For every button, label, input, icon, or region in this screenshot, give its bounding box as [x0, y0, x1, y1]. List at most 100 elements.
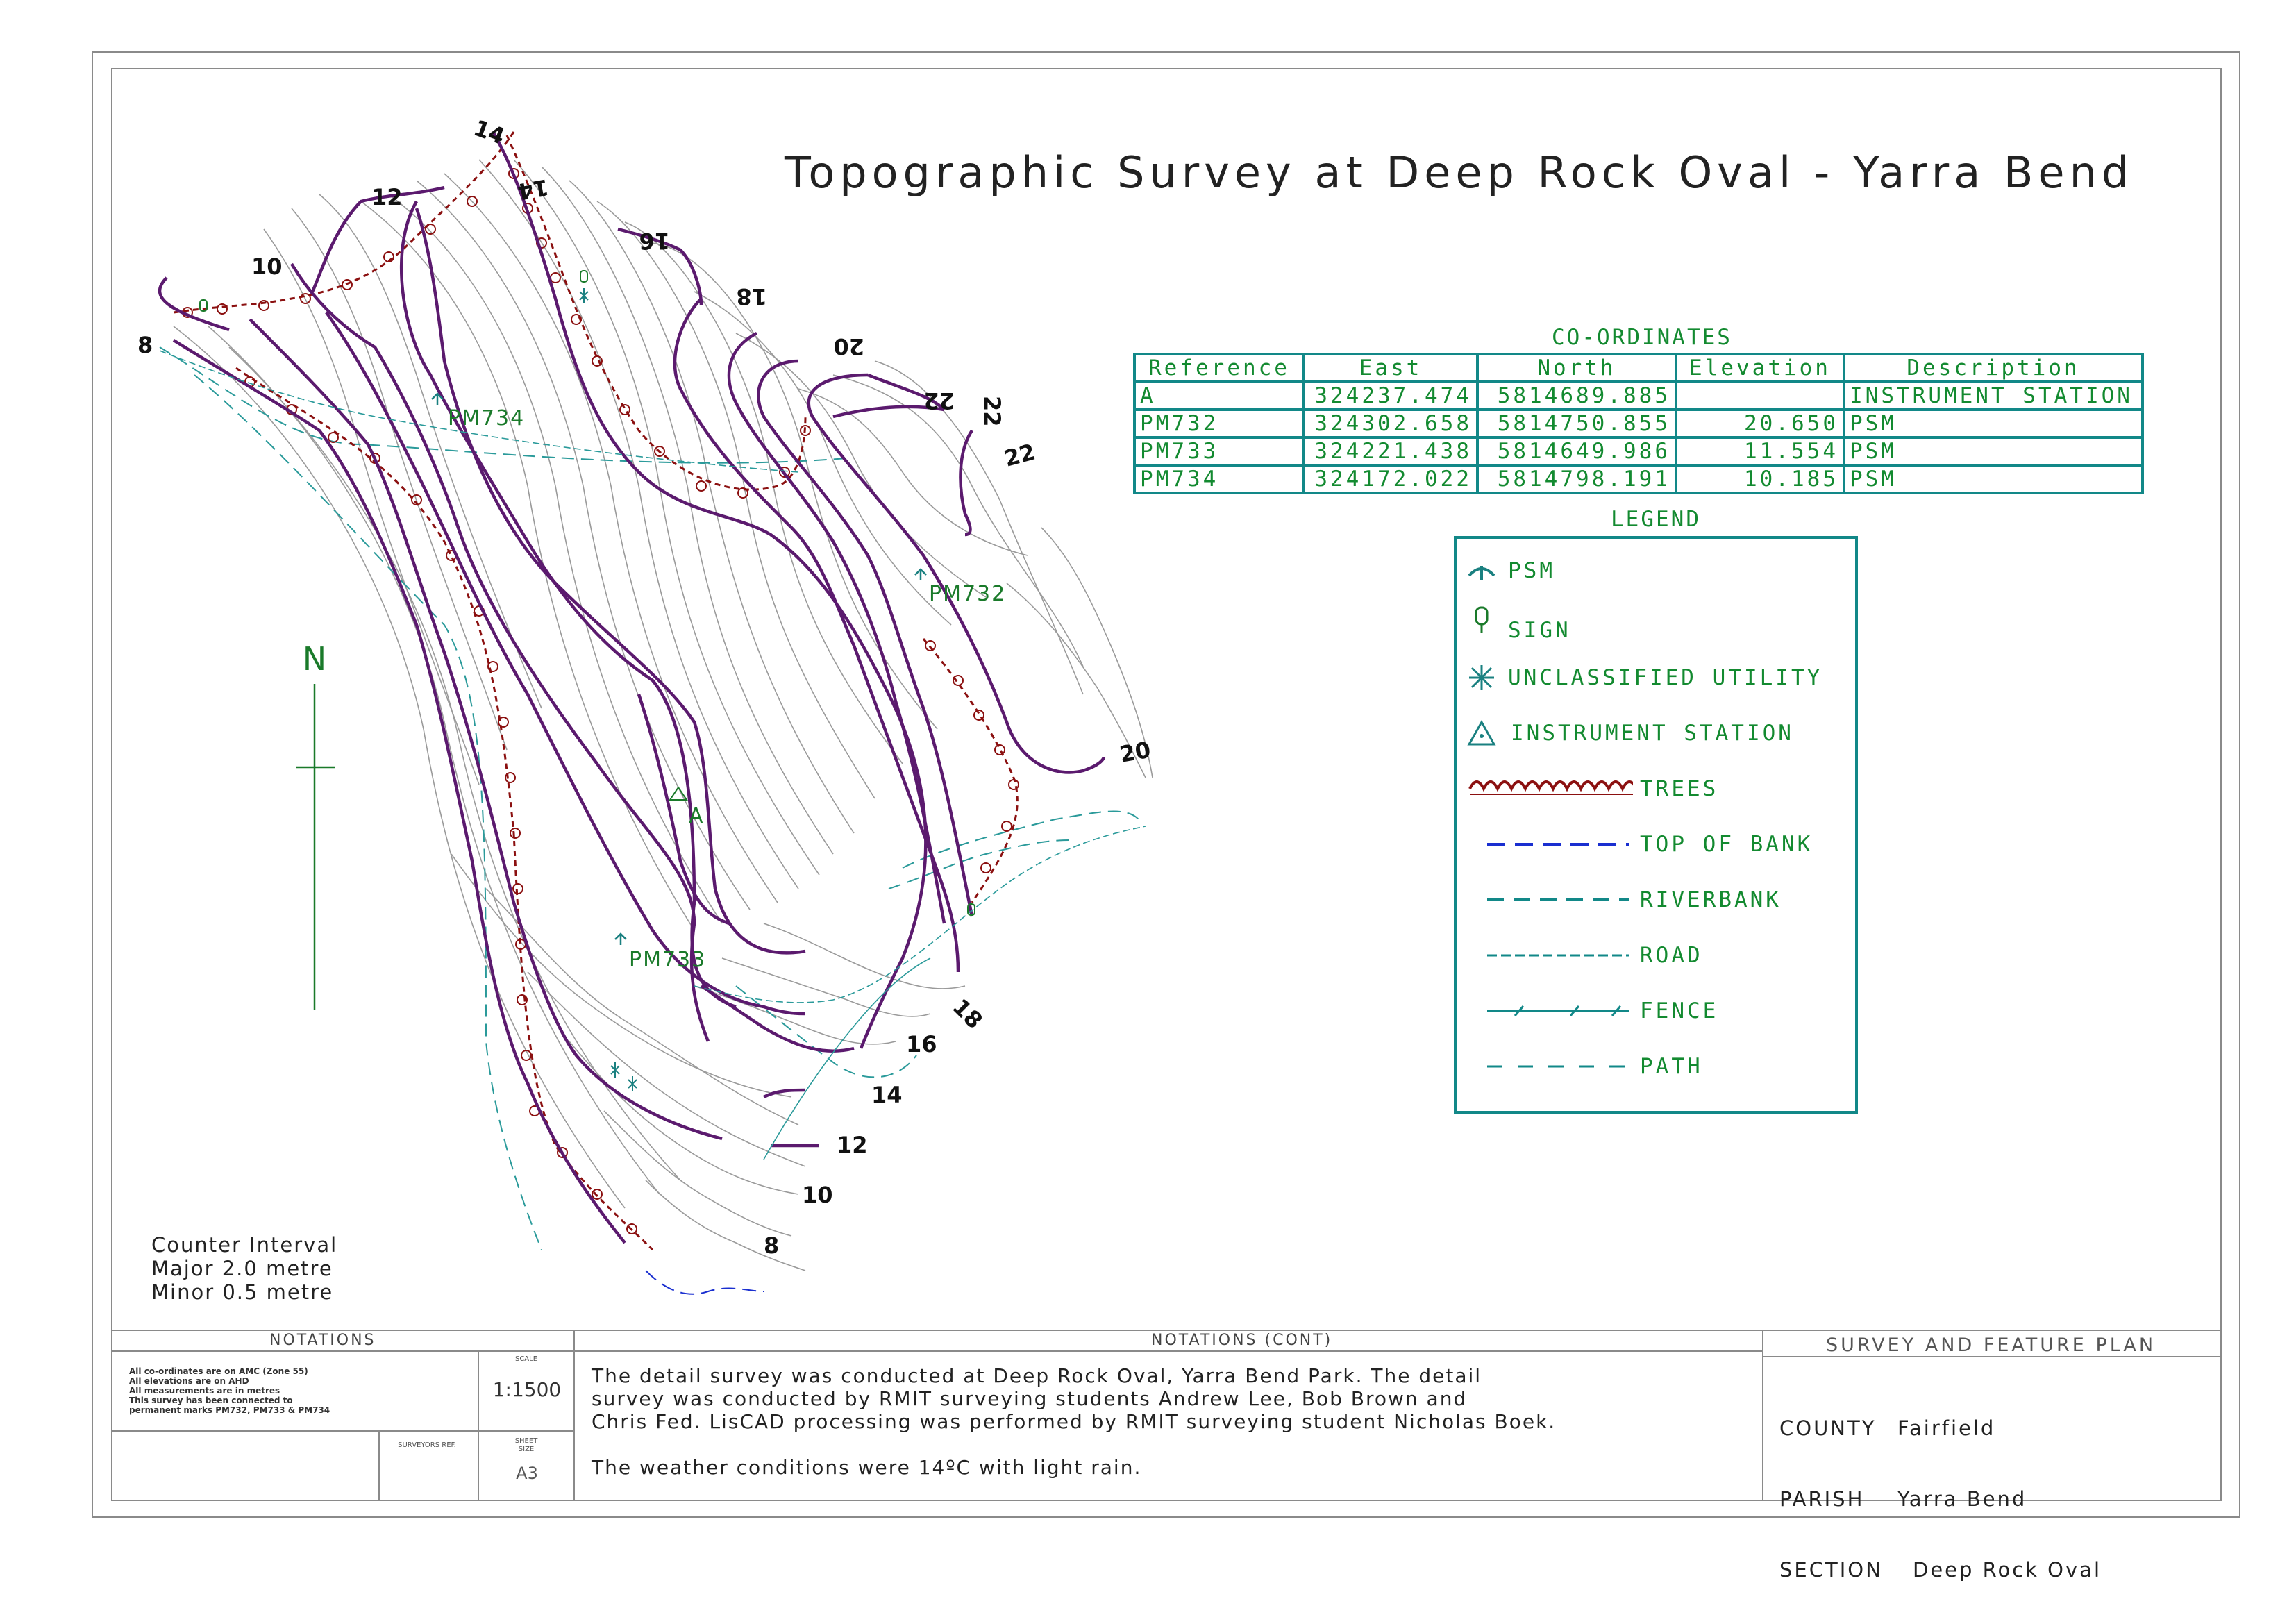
- table-row: PM733 324221.438 5814649.986 11.554 PSM: [1133, 436, 2144, 467]
- divider: [573, 1330, 575, 1501]
- table-row: A 324237.474 5814689.885 INSTRUMENT STAT…: [1133, 380, 2144, 411]
- divider: [1762, 1356, 2222, 1357]
- top-of-bank-icon: [1466, 823, 1640, 865]
- parish-row: PARISH Yarra Bend: [1779, 1487, 2102, 1511]
- section-row: SECTION Deep Rock Oval: [1779, 1558, 2102, 1582]
- contour-label: 12: [371, 184, 403, 210]
- legend-box: PSM SIGN UNCLASSIFIED UTILITY INSTRUMENT…: [1454, 536, 1858, 1114]
- column-header: North: [1476, 353, 1677, 383]
- minor-contours: [173, 159, 1153, 1271]
- riverbank-icon: [1466, 879, 1640, 921]
- station-label-pm733: PM733: [629, 948, 706, 972]
- notations-list: All co-ordinates are on AMC (Zone 55) All…: [129, 1366, 330, 1415]
- parish-value: Yarra Bend: [1897, 1487, 2027, 1511]
- cell-north: 5814750.855: [1476, 408, 1677, 439]
- north-label: N: [303, 640, 326, 678]
- legend-item-trees: TREES: [1466, 768, 1718, 810]
- contour-label: 18: [947, 994, 987, 1034]
- legend-item-instrument-station: INSTRUMENT STATION: [1466, 712, 1794, 754]
- cell-east: 324302.658: [1302, 408, 1479, 439]
- psm-icon: [1466, 550, 1508, 592]
- coordinates-header-row: Reference East North Elevation Descripti…: [1133, 353, 2144, 383]
- contour-label: 20: [833, 333, 864, 360]
- utility-icon: [1466, 657, 1508, 698]
- contour-label: 16: [906, 1031, 937, 1057]
- trees-icon: [1466, 768, 1640, 810]
- scale-value: 1:1500: [492, 1378, 562, 1401]
- column-header: East: [1302, 353, 1479, 383]
- north-arrow: [296, 684, 335, 1010]
- county-value: Fairfield: [1897, 1416, 1996, 1440]
- divider: [378, 1430, 380, 1501]
- instrument-station-icon: [1466, 712, 1511, 754]
- map-title: Topographic Survey at Deep Rock Oval - Y…: [785, 147, 2134, 198]
- major-contours: [158, 131, 1106, 1244]
- legend-label: ROAD: [1640, 943, 1703, 968]
- contour-label: 8: [764, 1232, 779, 1259]
- cell-description: INSTRUMENT STATION: [1843, 380, 2144, 411]
- top-of-bank-lines: [645, 1270, 764, 1295]
- contour-label: 22: [1001, 438, 1038, 471]
- county-row: COUNTY Fairfield: [1779, 1416, 2102, 1440]
- county-label: COUNTY: [1779, 1416, 1877, 1440]
- legend-item-psm: PSM: [1466, 550, 1555, 592]
- table-row: PM734 324172.022 5814798.191 10.185 PSM: [1133, 464, 2144, 494]
- notation-line: This survey has been connected to: [129, 1396, 293, 1405]
- sign-icon: [1466, 601, 1508, 643]
- cell-east: 324237.474: [1302, 380, 1479, 411]
- notation-cont-line: survey was conducted by RMIT surveying s…: [592, 1387, 1468, 1410]
- legend-item-road: ROAD: [1466, 935, 1703, 976]
- contour-label: 16: [639, 228, 670, 254]
- contour-label: 12: [837, 1132, 868, 1158]
- notation-line: All elevations are on AHD: [129, 1376, 249, 1386]
- contour-label: 22: [979, 396, 1005, 427]
- contour-label: 10: [251, 253, 283, 280]
- cell-elevation: [1675, 380, 1845, 411]
- column-header: Description: [1843, 353, 2144, 383]
- table-row: PM732 324302.658 5814750.855 20.650 PSM: [1133, 408, 2144, 439]
- cell-east: 324172.022: [1302, 464, 1479, 494]
- contour-interval-line: Counter Interval: [151, 1233, 338, 1257]
- contour-label: 8: [137, 332, 153, 358]
- legend-label: TOP OF BANK: [1640, 832, 1813, 857]
- cell-north: 5814689.885: [1476, 380, 1677, 411]
- sheet-size-caption: SHEET SIZE: [514, 1437, 538, 1453]
- cell-description: PSM: [1843, 436, 2144, 467]
- column-header: Elevation: [1675, 353, 1845, 383]
- station-label-pm732: PM732: [929, 582, 1006, 606]
- notations-cont-text: The detail survey was conducted at Deep …: [592, 1364, 1556, 1479]
- sheet-outer-frame: [92, 51, 2240, 1518]
- cell-reference: A: [1133, 380, 1305, 411]
- notations-cont-header: NOTATIONS (CONT): [1151, 1332, 1333, 1349]
- parish-label: PARISH: [1779, 1487, 1865, 1511]
- fence-lines: [763, 957, 931, 1160]
- contour-label: 14: [470, 115, 508, 150]
- sheet-inner-frame: [111, 68, 2222, 1501]
- cell-description: PSM: [1843, 464, 2144, 494]
- section-label: SECTION: [1779, 1558, 1883, 1582]
- cell-elevation: 20.650: [1675, 408, 1845, 439]
- contour-label: 20: [1118, 737, 1153, 768]
- cell-reference: PM732: [1133, 408, 1305, 439]
- notation-line: All measurements are in metres: [129, 1386, 280, 1396]
- notation-line: All co-ordinates are on AMC (Zone 55): [129, 1366, 308, 1376]
- legend-item-utility: UNCLASSIFIED UTILITY: [1466, 657, 1822, 698]
- contour-label: 22: [923, 387, 955, 414]
- legend-label: SIGN: [1508, 618, 1571, 643]
- legend-item-path: PATH: [1466, 1046, 1703, 1087]
- plan-details: COUNTY Fairfield PARISH Yarra Bend SECTION…: [1779, 1369, 2102, 1605]
- cell-reference: PM733: [1133, 436, 1305, 467]
- divider: [111, 1430, 573, 1432]
- sheet-size-value: A3: [516, 1464, 538, 1483]
- notation-line: permanent marks PM732, PM733 & PM734: [129, 1405, 330, 1415]
- road-icon: [1466, 935, 1640, 976]
- contour-label: 10: [802, 1182, 833, 1208]
- legend-item-top-of-bank: TOP OF BANK: [1466, 823, 1813, 865]
- cell-reference: PM734: [1133, 464, 1305, 494]
- instrument-station-symbol: [669, 786, 688, 801]
- contour-label: 18: [736, 283, 767, 310]
- legend-title: LEGEND: [1611, 507, 1701, 532]
- coordinates-title: CO-ORDINATES: [1552, 325, 1732, 350]
- title-block: [111, 1330, 2222, 1501]
- psm-symbols: [431, 392, 927, 945]
